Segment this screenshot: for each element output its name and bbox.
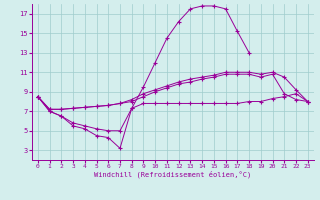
- X-axis label: Windchill (Refroidissement éolien,°C): Windchill (Refroidissement éolien,°C): [94, 171, 252, 178]
